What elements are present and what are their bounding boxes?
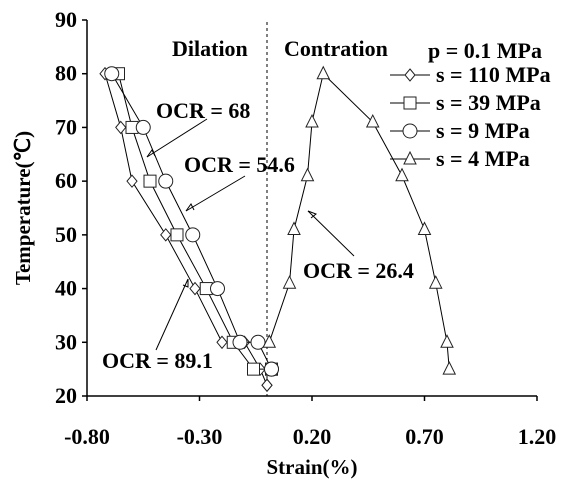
y-tick-label: 80 [55, 61, 77, 86]
data-point-circle [232, 334, 248, 350]
data-point-circle [264, 361, 279, 377]
annotation-arrow-ocr-68 [146, 118, 208, 158]
legend-label: s = 4 MPa [436, 146, 530, 171]
annotation-arrow-ocr-89-1 [155, 278, 189, 351]
data-point-triangle [395, 167, 409, 182]
data-point-circle [104, 66, 120, 82]
data-point-circle [135, 119, 151, 135]
y-tick-label: 20 [55, 383, 77, 408]
x-tick-label: 0.20 [293, 424, 332, 449]
y-tick-label: 30 [55, 329, 77, 354]
dilation-label: Dilation [172, 36, 248, 61]
x-tick-label: 1.20 [518, 424, 557, 449]
data-point-diamond [261, 378, 273, 393]
data-point-square [247, 362, 260, 376]
annotation-ocr-89-1: OCR = 89.1 [102, 348, 213, 373]
annotation-ocr-68: OCR = 68 [156, 98, 250, 123]
x-tick-label: -0.30 [177, 424, 223, 449]
x-tick-label: 0.70 [405, 424, 444, 449]
contraction-label: Contration [284, 36, 388, 61]
y-tick-label: 50 [55, 222, 77, 247]
y-axis-label: Temperature(℃) [11, 131, 35, 285]
data-point-triangle [305, 113, 319, 128]
series-triangle [262, 65, 457, 375]
data-point-triangle [316, 65, 331, 80]
series-layer [99, 65, 457, 393]
legend-marker-diamond [404, 68, 416, 82]
plot-axes: 20 30 40 50 60 70 80 90 -0.80 -0.30 0.20 0.70 1.20 [55, 7, 556, 449]
data-point-circle [158, 173, 174, 189]
data-point-triangle [262, 334, 277, 348]
legend-label: s = 110 MPa [436, 62, 551, 87]
annotation-ocr-54-6: OCR = 54.6 [184, 152, 295, 177]
data-point-diamond [160, 228, 172, 242]
legend-label: s = 39 MPa [436, 90, 541, 115]
data-point-triangle [417, 221, 432, 235]
y-tick-label: 70 [55, 114, 77, 139]
data-point-diamond [216, 335, 228, 350]
data-point-triangle [440, 334, 454, 348]
annotation-arrow-ocr-26-4 [307, 210, 355, 257]
y-tick-label: 40 [55, 276, 77, 301]
data-point-circle [210, 281, 225, 297]
legend-marker-circle [402, 123, 418, 139]
legend-marker-triangle [403, 150, 417, 165]
data-point-triangle [442, 361, 457, 375]
x-axis-label: Strain(%) [267, 455, 358, 479]
data-point-diamond [189, 281, 201, 296]
annotation-layer: OCR = 68 OCR = 54.6 OCR = 26.4 OCR = 89.… [102, 98, 414, 373]
legend-marker-square [403, 96, 417, 110]
data-point-triangle [428, 275, 443, 289]
annotation-arrowhead-ocr-26-4 [307, 210, 317, 219]
data-point-triangle [287, 221, 301, 235]
data-point-circle [185, 227, 201, 243]
annotation-arrow-ocr-54-6 [185, 175, 246, 212]
y-tick-label: 90 [55, 7, 77, 32]
data-point-square [170, 228, 184, 242]
x-tick-label: -0.80 [64, 424, 110, 449]
y-tick-label: 60 [55, 168, 77, 193]
series-line-triangle [268, 72, 450, 370]
annotation-arrowhead-ocr-54-6 [185, 203, 195, 212]
annotation-arrowhead-ocr-89-1 [182, 279, 189, 288]
legend: p = 0.1 MPa s = 110 MPa s = 39 MPa s = 9 M… [390, 38, 551, 171]
data-point-square [143, 174, 157, 188]
data-point-triangle [365, 113, 380, 128]
legend-label: s = 9 MPa [436, 118, 530, 143]
annotation-ocr-26-4: OCR = 26.4 [303, 258, 414, 283]
data-point-diamond [126, 174, 138, 188]
annotation-arrowhead-ocr-68 [146, 149, 156, 158]
data-point-diamond [115, 120, 127, 135]
legend-title: p = 0.1 MPa [428, 38, 542, 63]
data-point-triangle [300, 167, 315, 182]
data-point-circle [250, 334, 266, 350]
data-point-triangle [282, 275, 297, 289]
series-circle [104, 66, 279, 377]
